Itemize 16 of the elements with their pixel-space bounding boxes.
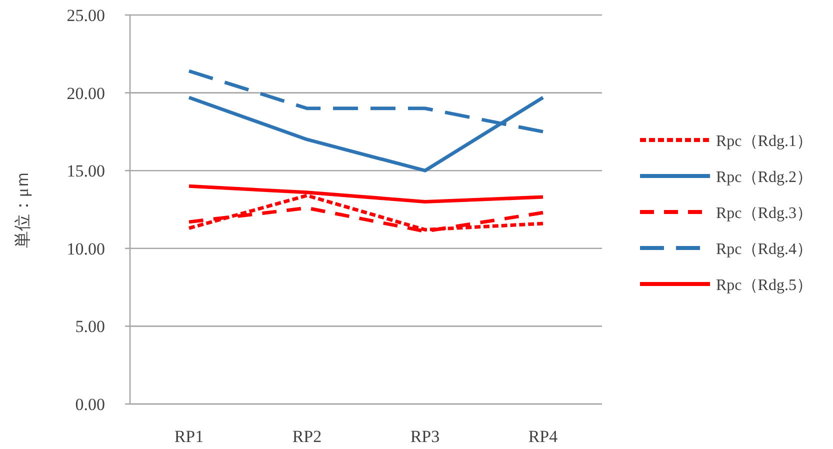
x-tick-label: RP1 — [174, 427, 204, 446]
y-tick-label: 5.00 — [75, 317, 105, 336]
y-tick-label: 0.00 — [75, 395, 105, 414]
x-tick-label: RP4 — [528, 427, 558, 446]
legend-label: Rpc（Rdg.5） — [716, 277, 812, 294]
y-tick-label: 20.00 — [66, 84, 105, 103]
y-tick-label: 15.00 — [66, 162, 105, 181]
legend-label: Rpc（Rdg.3） — [716, 205, 812, 222]
y-axis-title: 単位：μｍ — [13, 170, 32, 248]
y-tick-label: 25.00 — [66, 6, 105, 25]
legend-label: Rpc（Rdg.4） — [716, 241, 812, 258]
legend-label: Rpc（Rdg.2） — [716, 169, 812, 186]
legend-label: Rpc（Rdg.1） — [716, 133, 812, 150]
x-tick-label: RP3 — [410, 427, 440, 446]
x-tick-label: RP2 — [292, 427, 322, 446]
y-tick-label: 10.00 — [66, 239, 105, 258]
